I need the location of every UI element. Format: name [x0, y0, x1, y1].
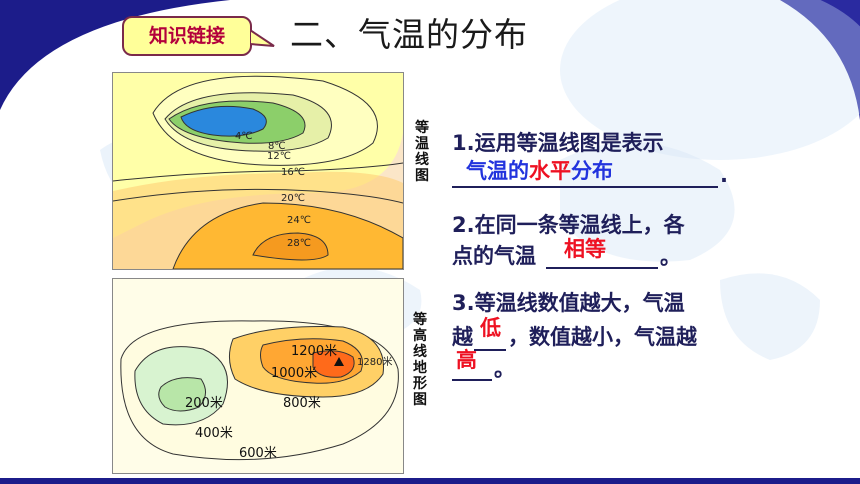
isotherm-label-16: 16℃: [281, 167, 305, 178]
question-2-end: 。: [660, 245, 681, 269]
contour-label-1000: 1000米: [271, 366, 317, 381]
isotherm-label-20: 20℃: [281, 193, 305, 204]
question-3-line-1: 3.等温线数值越大，气温: [452, 291, 685, 315]
isotherm-label-12: 12℃: [267, 151, 291, 162]
contour-map-label: 等 高 线 地 形 图: [413, 312, 427, 408]
peak-triangle-icon: [334, 357, 344, 366]
isotherm-label-24: 24℃: [287, 215, 311, 226]
question-3-end: 。: [494, 357, 515, 381]
question-1-answer: 气温的水平分布: [466, 159, 613, 183]
question-3-blank-2: [452, 352, 492, 381]
question-3-answer-2: 高: [456, 348, 477, 372]
question-2-blank: [546, 240, 658, 269]
knowledge-link-badge: 知识链接: [122, 16, 252, 56]
contour-label-1200: 1200米: [291, 344, 337, 359]
contour-label-200: 200米: [185, 396, 223, 411]
question-2-answer: 相等: [564, 237, 606, 261]
question-1-period: .: [720, 163, 728, 187]
question-1-blank: [452, 158, 718, 188]
slide-title: 二、气温的分布: [290, 15, 528, 54]
contour-label-400: 400米: [195, 426, 233, 441]
question-3-line-2-mid: ，数值越小，气温越: [508, 325, 697, 349]
question-3-answer-1: 低: [480, 316, 501, 340]
isotherm-label-28: 28℃: [287, 238, 311, 249]
isotherm-label-8: 8℃: [268, 141, 286, 152]
question-3-blank-1: [474, 322, 506, 351]
question-2-line-2: 点的气温: [452, 244, 536, 268]
question-1-text: 1.运用等温线图是表示: [452, 131, 664, 155]
contour-label-1280: 1280米: [357, 355, 392, 368]
isotherm-label-4: 4℃: [235, 131, 253, 142]
question-2-line-1: 2.在同一条等温线上，各: [452, 213, 685, 237]
badge-pointer: [250, 28, 275, 47]
contour-label-800: 800米: [283, 396, 321, 411]
isotherm-map: 4℃ 8℃ 12℃ 16℃ 20℃ 24℃ 28℃: [112, 72, 404, 270]
contour-map: 1200米 1280米 1000米 800米 200米 400米 600米: [112, 278, 404, 474]
isotherm-map-label: 等 温 线 图: [415, 120, 429, 184]
question-3-line-2-start: 越: [452, 325, 473, 349]
contour-label-600: 600米: [239, 446, 277, 461]
